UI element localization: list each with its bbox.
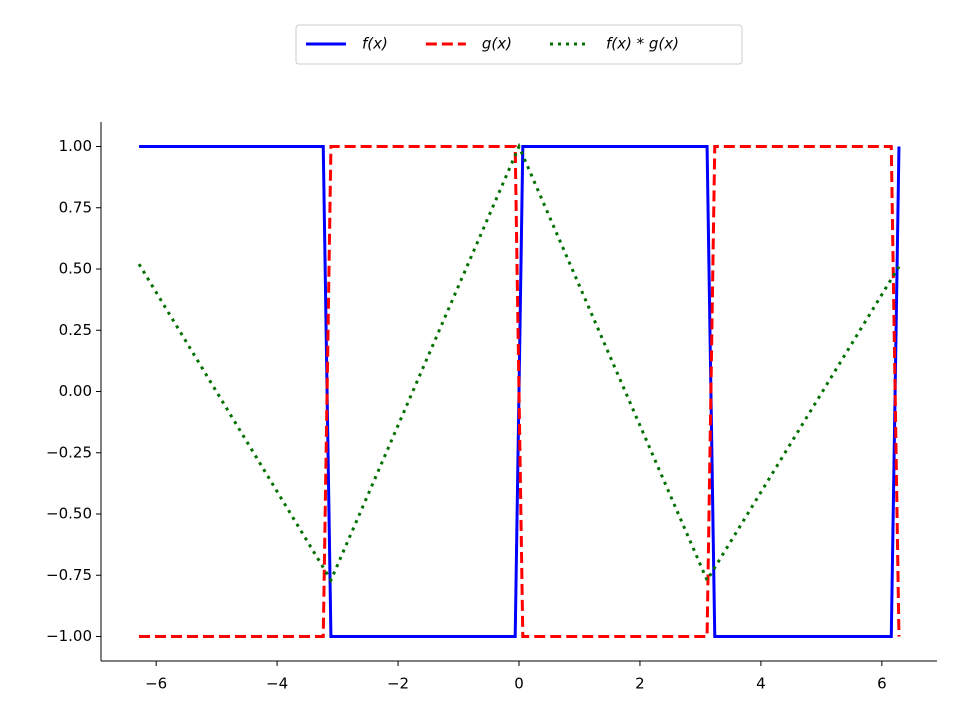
y-tick-label: −1.00 bbox=[46, 627, 92, 645]
series-line bbox=[137, 142, 901, 584]
y-tick-label: 0.75 bbox=[59, 198, 92, 216]
y-tick-label: 0.50 bbox=[59, 260, 92, 278]
legend-label: g(x) bbox=[482, 35, 512, 53]
y-tick-label: −0.25 bbox=[46, 443, 92, 461]
y-tick-label: 1.00 bbox=[59, 137, 92, 155]
x-tick-label: 2 bbox=[635, 675, 645, 693]
y-tick-label: −0.75 bbox=[46, 566, 92, 584]
x-tick-label: 6 bbox=[877, 675, 887, 693]
legend-box bbox=[295, 24, 743, 65]
x-tick-label: 0 bbox=[514, 675, 524, 693]
x-tick-label: 4 bbox=[756, 675, 766, 693]
y-tick-label: −0.50 bbox=[46, 505, 92, 523]
legend-label: f(x) bbox=[362, 35, 388, 53]
y-tick-label: 0.00 bbox=[59, 382, 92, 400]
legend-label: f(x) * g(x) bbox=[606, 35, 679, 53]
series-line bbox=[139, 145, 901, 638]
x-tick-label: −6 bbox=[145, 675, 167, 693]
y-tick-label: 0.25 bbox=[59, 321, 92, 339]
series-line bbox=[139, 145, 901, 638]
x-tick-label: −4 bbox=[266, 675, 288, 693]
x-tick-label: −2 bbox=[387, 675, 409, 693]
legend: f(x) g(x) f(x) * g(x) bbox=[295, 24, 743, 65]
